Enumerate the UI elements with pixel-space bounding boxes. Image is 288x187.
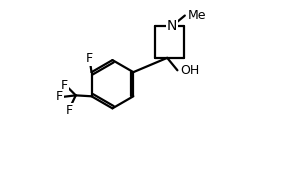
Text: F: F: [56, 90, 63, 103]
Text: OH: OH: [180, 64, 200, 77]
Text: N: N: [167, 19, 177, 33]
Text: F: F: [66, 104, 73, 117]
Text: F: F: [86, 53, 93, 65]
Text: Me: Me: [188, 9, 207, 22]
Text: F: F: [60, 79, 68, 92]
